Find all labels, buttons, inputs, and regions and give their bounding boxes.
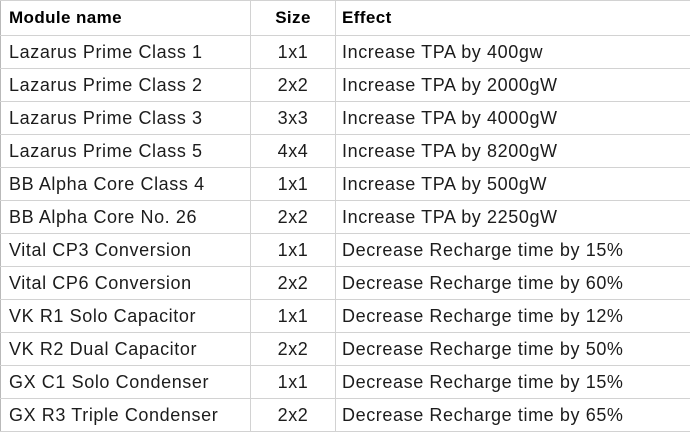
cell-effect: Increase TPA by 2000gW	[335, 68, 690, 102]
cell-module: Vital CP3 Conversion	[0, 233, 251, 267]
cell-size: 1x1	[250, 365, 336, 399]
cell-size: 1x1	[250, 35, 336, 69]
cell-effect: Decrease Recharge time by 15%	[335, 365, 690, 399]
cell-module: Lazarus Prime Class 3	[0, 101, 251, 135]
header-row: Module name Size Effect	[0, 0, 690, 36]
table-row: VK R1 Solo Capacitor 1x1 Decrease Rechar…	[0, 299, 690, 333]
cell-module: GX R3 Triple Condenser	[0, 398, 251, 432]
cell-module: VK R1 Solo Capacitor	[0, 299, 251, 333]
cell-module: Lazarus Prime Class 5	[0, 134, 251, 168]
cell-effect: Decrease Recharge time by 15%	[335, 233, 690, 267]
table-body: Lazarus Prime Class 1 1x1 Increase TPA b…	[0, 35, 690, 432]
cell-effect: Decrease Recharge time by 50%	[335, 332, 690, 366]
cell-size: 1x1	[250, 299, 336, 333]
cell-effect: Increase TPA by 8200gW	[335, 134, 690, 168]
cell-size: 1x1	[250, 167, 336, 201]
cell-effect: Decrease Recharge time by 65%	[335, 398, 690, 432]
cell-effect: Increase TPA by 500gW	[335, 167, 690, 201]
column-header-module-name: Module name	[0, 0, 251, 36]
table-row: BB Alpha Core No. 26 2x2 Increase TPA by…	[0, 200, 690, 234]
cell-effect: Decrease Recharge time by 60%	[335, 266, 690, 300]
column-header-effect: Effect	[335, 0, 690, 36]
cell-size: 4x4	[250, 134, 336, 168]
table-row: BB Alpha Core Class 4 1x1 Increase TPA b…	[0, 167, 690, 201]
cell-module: BB Alpha Core No. 26	[0, 200, 251, 234]
cell-effect: Increase TPA by 2250gW	[335, 200, 690, 234]
cell-effect: Increase TPA by 4000gW	[335, 101, 690, 135]
table-row: VK R2 Dual Capacitor 2x2 Decrease Rechar…	[0, 332, 690, 366]
cell-size: 2x2	[250, 332, 336, 366]
cell-size: 3x3	[250, 101, 336, 135]
cell-size: 2x2	[250, 200, 336, 234]
table-row: Vital CP6 Conversion 2x2 Decrease Rechar…	[0, 266, 690, 300]
table-row: GX C1 Solo Condenser 1x1 Decrease Rechar…	[0, 365, 690, 399]
cell-module: VK R2 Dual Capacitor	[0, 332, 251, 366]
cell-effect: Decrease Recharge time by 12%	[335, 299, 690, 333]
cell-size: 1x1	[250, 233, 336, 267]
cell-module: GX C1 Solo Condenser	[0, 365, 251, 399]
table-row: Lazarus Prime Class 3 3x3 Increase TPA b…	[0, 101, 690, 135]
table-row: Lazarus Prime Class 1 1x1 Increase TPA b…	[0, 35, 690, 69]
cell-size: 2x2	[250, 398, 336, 432]
cell-module: Vital CP6 Conversion	[0, 266, 251, 300]
column-header-size: Size	[250, 0, 336, 36]
cell-module: Lazarus Prime Class 2	[0, 68, 251, 102]
cell-size: 2x2	[250, 266, 336, 300]
cell-module: Lazarus Prime Class 1	[0, 35, 251, 69]
table-header: Module name Size Effect	[0, 0, 690, 36]
table-row: Vital CP3 Conversion 1x1 Decrease Rechar…	[0, 233, 690, 267]
cell-size: 2x2	[250, 68, 336, 102]
table-row: GX R3 Triple Condenser 2x2 Decrease Rech…	[0, 398, 690, 432]
table-row: Lazarus Prime Class 2 2x2 Increase TPA b…	[0, 68, 690, 102]
cell-effect: Increase TPA by 400gw	[335, 35, 690, 69]
table-row: Lazarus Prime Class 5 4x4 Increase TPA b…	[0, 134, 690, 168]
cell-module: BB Alpha Core Class 4	[0, 167, 251, 201]
